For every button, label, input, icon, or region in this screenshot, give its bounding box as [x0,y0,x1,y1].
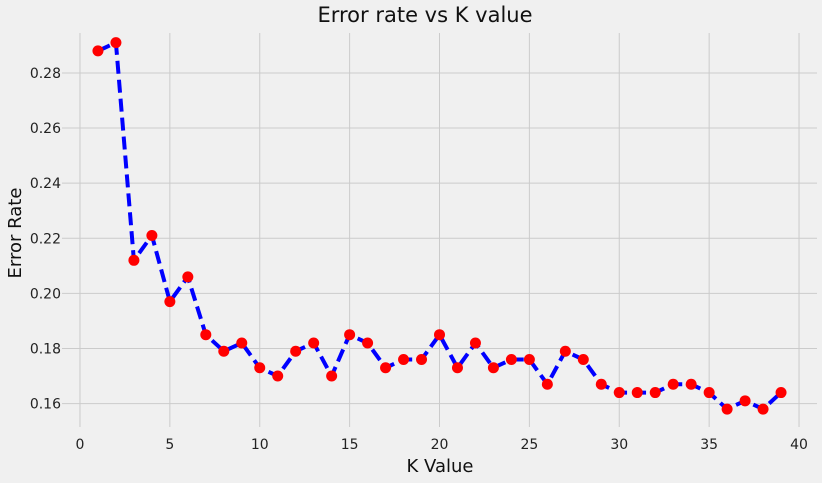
data-point [541,378,553,390]
x-tick-label: 30 [610,437,628,453]
data-point [92,45,104,57]
data-point [200,329,212,341]
data-point [218,345,230,357]
y-tick-label: 0.18 [30,341,61,357]
data-point [182,271,194,283]
data-point [595,378,607,390]
y-tick-label: 0.20 [30,286,61,302]
x-tick-label: 10 [251,437,269,453]
data-point [110,37,122,49]
y-tick-label: 0.26 [30,121,61,137]
data-point [757,403,769,415]
x-tick-label: 35 [700,437,718,453]
data-point [631,387,643,399]
data-point [398,353,410,365]
x-tick-label: 40 [790,437,808,453]
y-tick-label: 0.16 [30,397,61,413]
data-point [469,337,481,349]
x-tick-labels: 0 5 10 15 20 25 30 35 40 [76,437,808,453]
y-tick-label: 0.22 [30,231,61,247]
data-point [451,362,463,374]
y-tick-label: 0.28 [30,66,61,82]
data-point [487,362,499,374]
data-point [272,370,284,382]
data-point [577,353,589,365]
data-point [685,378,697,390]
data-point [164,296,176,308]
x-axis-label: K Value [407,456,474,477]
x-tick-label: 25 [520,437,538,453]
data-point [613,387,625,399]
data-point [308,337,320,349]
data-point [128,254,140,266]
data-point [380,362,392,374]
data-point [559,345,571,357]
data-point [775,387,787,399]
x-tick-label: 15 [341,437,359,453]
data-point [290,345,302,357]
data-point [703,387,715,399]
data-point [721,403,733,415]
data-point [667,378,679,390]
data-point [146,230,158,242]
grid [62,33,817,427]
x-tick-label: 0 [76,437,85,453]
x-tick-label: 20 [431,437,449,453]
data-point [523,353,535,365]
data-point [416,353,428,365]
data-point [362,337,374,349]
data-point [649,387,661,399]
data-point [254,362,266,374]
data-point [739,395,751,407]
data-point [236,337,248,349]
data-point [326,370,338,382]
data-point [344,329,356,341]
x-tick-label: 5 [165,437,174,453]
data-point [505,353,517,365]
data-point [434,329,445,341]
chart-title: Error rate vs K value [317,3,532,27]
series-layer [92,37,787,415]
y-tick-labels: 0.16 0.18 0.20 0.22 0.24 0.26 0.28 [30,66,61,413]
y-axis-label: Error Rate [5,188,26,279]
y-tick-label: 0.24 [30,176,61,192]
